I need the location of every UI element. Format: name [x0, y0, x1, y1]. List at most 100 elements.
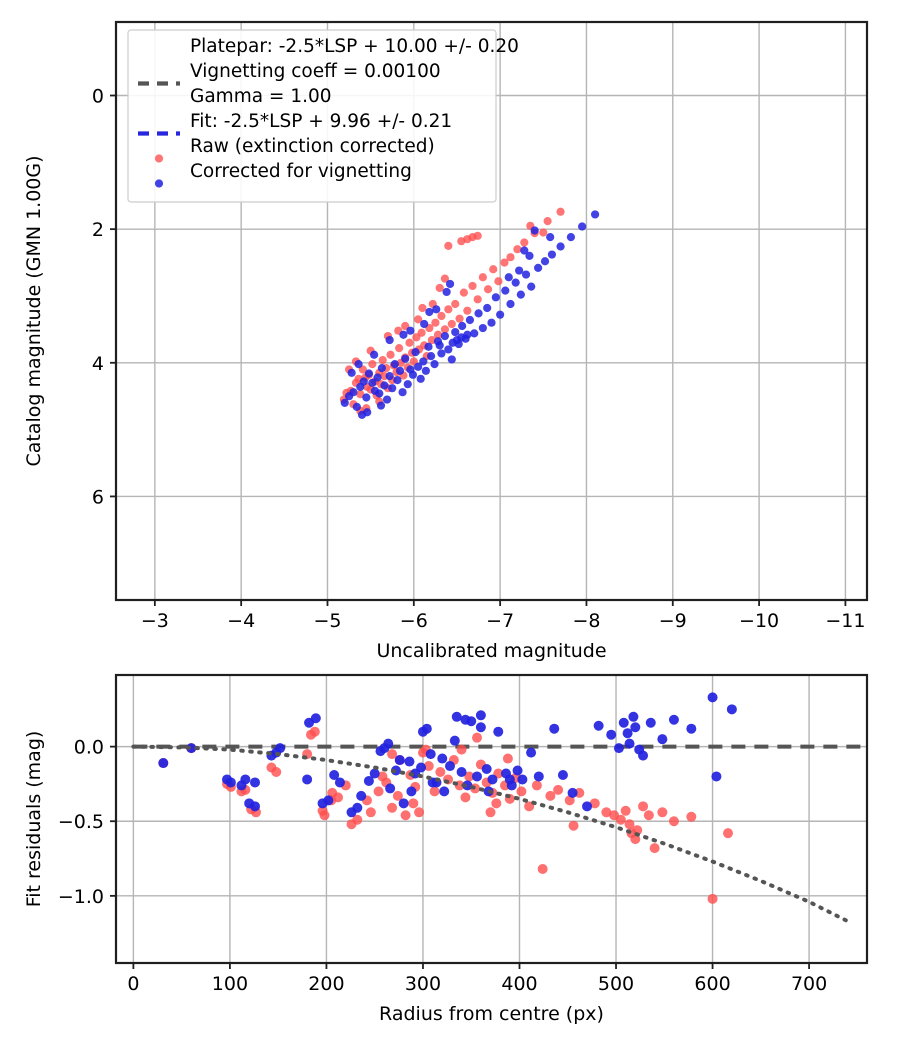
y-tick-label: −1.0 — [58, 886, 104, 908]
legend-entry-label: Gamma = 1.00 — [190, 86, 332, 107]
data-point — [539, 228, 548, 237]
data-point — [377, 364, 386, 373]
data-point — [568, 820, 579, 831]
data-point — [319, 810, 330, 821]
data-point — [481, 764, 492, 775]
data-point — [421, 723, 432, 734]
data-point — [493, 726, 504, 737]
y-tick-label: 0.0 — [74, 737, 104, 759]
data-point — [405, 338, 414, 347]
data-point — [375, 389, 384, 398]
data-point — [429, 786, 440, 797]
data-point — [590, 210, 600, 219]
data-point — [473, 295, 482, 304]
data-point — [444, 241, 453, 250]
x-tick-label: 600 — [694, 973, 730, 995]
data-point — [334, 777, 345, 788]
data-point — [511, 278, 520, 287]
data-point — [504, 273, 513, 282]
data-point — [225, 777, 236, 788]
scatter-corrected-bottom — [158, 692, 737, 818]
data-point — [521, 270, 531, 279]
data-point — [487, 774, 498, 785]
data-point — [435, 766, 446, 777]
data-point — [388, 384, 397, 393]
data-point — [352, 814, 363, 825]
x-tick-label: −11 — [825, 610, 865, 632]
x-tick-label: −6 — [400, 610, 428, 632]
data-point — [463, 330, 472, 339]
data-point — [463, 306, 472, 315]
data-point — [630, 722, 641, 733]
data-point — [470, 329, 479, 338]
data-point — [425, 749, 436, 760]
data-point — [645, 717, 656, 728]
data-point — [373, 373, 382, 382]
data-point — [362, 393, 371, 402]
x-tick-label: 300 — [405, 973, 441, 995]
data-point — [421, 366, 430, 375]
data-point — [359, 377, 368, 386]
data-point — [420, 319, 429, 329]
data-point — [624, 738, 635, 749]
data-point — [707, 692, 718, 703]
data-point — [370, 350, 379, 359]
data-point — [432, 305, 441, 314]
data-point — [352, 802, 363, 813]
data-point — [606, 729, 617, 740]
x-tick-label: 0 — [127, 973, 139, 995]
data-point — [506, 253, 515, 262]
data-point — [435, 283, 444, 293]
data-point — [385, 372, 394, 381]
top-y-axis-label: Catalog magnitude (GMN 1.00G) — [23, 155, 45, 466]
data-point — [520, 246, 529, 255]
legend-raw-dot-icon — [154, 154, 164, 163]
data-point — [365, 807, 376, 818]
y-tick-label: −0.5 — [58, 811, 104, 833]
x-tick-label: −9 — [659, 610, 687, 632]
data-point — [578, 222, 587, 231]
data-point — [520, 238, 529, 247]
data-point — [485, 807, 496, 818]
data-point — [349, 388, 358, 397]
y-tick-label: 0 — [92, 86, 104, 108]
data-point — [356, 390, 365, 399]
data-point — [556, 242, 565, 251]
data-point — [711, 771, 722, 782]
data-point — [398, 388, 407, 397]
data-point — [394, 755, 405, 766]
legend-entry-label: Fit: -2.5*LSP + 9.96 +/- 0.21 — [190, 111, 452, 132]
x-tick-label: −10 — [739, 610, 779, 632]
data-point — [460, 792, 471, 803]
data-point — [465, 315, 475, 325]
data-point — [451, 299, 460, 309]
data-point — [393, 376, 402, 385]
data-point — [657, 734, 668, 745]
data-point — [483, 303, 492, 313]
data-point — [455, 314, 464, 323]
data-point — [310, 713, 321, 724]
data-point — [445, 279, 455, 289]
data-point — [426, 352, 436, 361]
data-point — [408, 370, 418, 379]
data-point — [408, 798, 419, 809]
data-point — [329, 769, 340, 780]
data-point — [404, 756, 415, 767]
data-point — [628, 711, 639, 722]
data-point — [390, 360, 399, 369]
data-point — [395, 366, 405, 375]
data-point — [240, 774, 251, 785]
data-point — [414, 807, 425, 818]
data-point — [657, 807, 668, 818]
data-point — [501, 286, 510, 295]
data-point — [378, 356, 387, 365]
data-point — [472, 732, 483, 743]
data-point — [582, 801, 593, 812]
data-point — [537, 863, 548, 874]
data-point — [458, 321, 467, 331]
data-point — [515, 266, 524, 275]
data-point — [624, 819, 635, 830]
x-tick-label: 500 — [598, 973, 634, 995]
data-point — [567, 787, 578, 798]
